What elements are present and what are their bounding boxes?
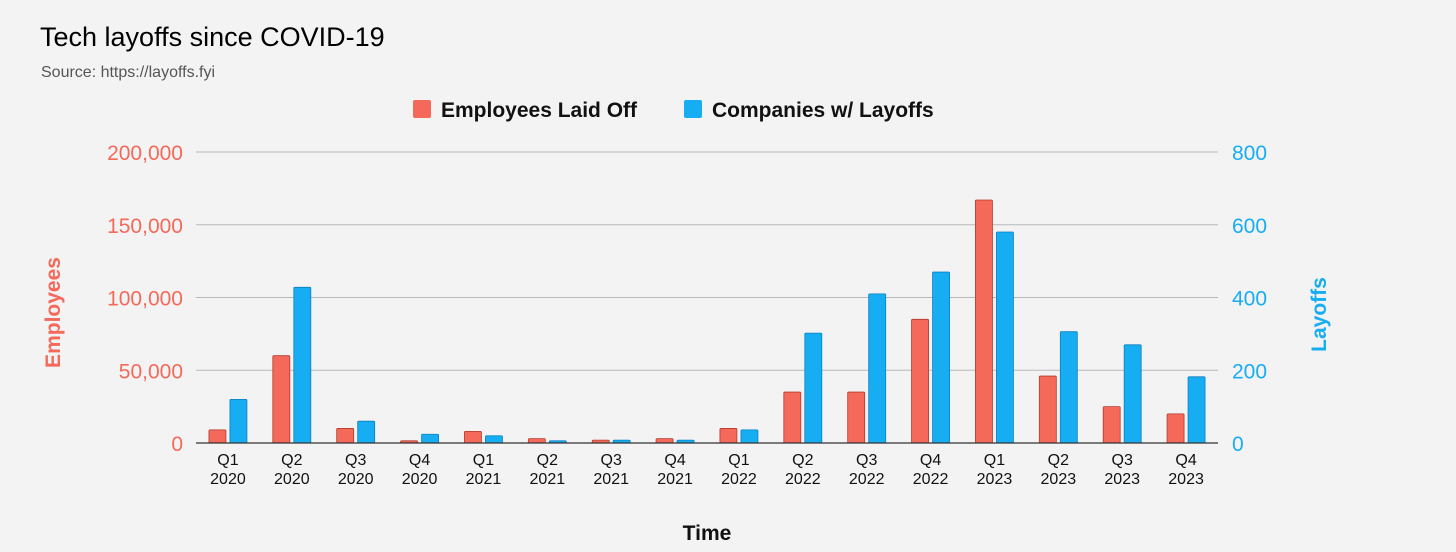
right-tick-label: 400 xyxy=(1232,288,1267,311)
bar-companies xyxy=(996,231,1014,444)
x-tick-label-quarter: Q2 xyxy=(1048,452,1069,469)
x-tick-label-year: 2022 xyxy=(785,471,821,488)
x-tick-label-quarter: Q4 xyxy=(1175,452,1196,469)
x-tick-label-quarter: Q4 xyxy=(664,452,685,469)
x-tick-label-year: 2020 xyxy=(210,471,246,488)
bar-companies xyxy=(293,286,312,444)
legend-companies-swatch xyxy=(684,100,702,118)
chart-subtitle: Source: https://layoffs.fyi xyxy=(41,64,215,81)
bar-companies xyxy=(229,398,248,444)
x-tick-label-quarter: Q4 xyxy=(409,452,430,469)
bar-employees xyxy=(655,438,674,444)
right-tick-label: 800 xyxy=(1232,142,1267,165)
left-tick-label: 0 xyxy=(171,433,183,456)
x-tick-label-quarter: Q4 xyxy=(920,452,941,469)
y-axis-left-title: Employees xyxy=(42,257,65,368)
bar-companies xyxy=(421,433,439,444)
left-tick-label: 100,000 xyxy=(107,288,183,311)
legend-companies-label: Companies w/ Layoffs xyxy=(712,99,934,122)
x-tick-label-year: 2020 xyxy=(402,471,438,488)
right-tick-label: 0 xyxy=(1232,433,1244,456)
x-tick-label-quarter: Q2 xyxy=(792,452,813,469)
x-tick-label-quarter: Q3 xyxy=(1112,452,1133,469)
chart-title: Tech layoffs since COVID-19 xyxy=(40,22,385,52)
bar-companies xyxy=(357,420,376,444)
x-tick-label-quarter: Q1 xyxy=(473,452,494,469)
x-tick-label-quarter: Q2 xyxy=(537,452,558,469)
bar-companies xyxy=(485,435,503,444)
bar-employees xyxy=(847,391,866,444)
x-tick-label-quarter: Q1 xyxy=(217,452,238,469)
bar-employees xyxy=(464,430,482,444)
bar-companies xyxy=(804,332,823,444)
x-tick-label-quarter: Q1 xyxy=(984,452,1005,469)
x-tick-label-year: 2023 xyxy=(1041,471,1077,488)
x-tick-label-year: 2022 xyxy=(849,471,885,488)
bar-companies xyxy=(1059,331,1078,444)
bar-employees xyxy=(272,355,291,444)
bar-companies xyxy=(1187,376,1206,444)
x-tick-label-year: 2023 xyxy=(977,471,1013,488)
x-tick-label-year: 2022 xyxy=(913,471,949,488)
bar-employees xyxy=(527,438,546,444)
x-tick-label-year: 2023 xyxy=(1168,471,1204,488)
x-tick-label-year: 2020 xyxy=(274,471,310,488)
bar-employees xyxy=(911,318,929,444)
bar-companies xyxy=(868,293,887,444)
x-tick-label-year: 2021 xyxy=(657,471,693,488)
legend-employees-swatch xyxy=(413,100,431,118)
bar-employees xyxy=(208,429,227,444)
bar-employees xyxy=(1038,375,1057,444)
x-axis-title: Time xyxy=(683,522,732,545)
bar-employees xyxy=(1166,413,1185,444)
right-tick-label: 600 xyxy=(1232,215,1267,238)
bar-companies xyxy=(932,271,950,444)
x-tick-label-year: 2020 xyxy=(338,471,374,488)
left-tick-label: 150,000 xyxy=(107,215,183,238)
x-tick-label-year: 2021 xyxy=(593,471,629,488)
x-tick-label-quarter: Q3 xyxy=(601,452,622,469)
bar-employees xyxy=(1102,406,1121,444)
x-tick-label-quarter: Q2 xyxy=(281,452,302,469)
bar-employees xyxy=(975,199,993,444)
x-tick-label-quarter: Q3 xyxy=(345,452,366,469)
y-axis-right-title: Layoffs xyxy=(1308,277,1331,352)
left-tick-label: 200,000 xyxy=(107,142,183,165)
bar-companies xyxy=(1123,344,1142,444)
x-tick-label-year: 2021 xyxy=(466,471,502,488)
x-tick-label-year: 2022 xyxy=(721,471,757,488)
bar-employees xyxy=(783,391,802,444)
bar-companies xyxy=(740,429,759,444)
x-tick-label-year: 2023 xyxy=(1104,471,1140,488)
right-tick-label: 200 xyxy=(1232,360,1267,383)
legend-employees-label: Employees Laid Off xyxy=(441,99,638,122)
left-tick-label: 50,000 xyxy=(119,360,183,383)
x-tick-label-quarter: Q1 xyxy=(728,452,749,469)
bar-employees xyxy=(336,428,355,444)
x-tick-label-quarter: Q3 xyxy=(856,452,877,469)
x-tick-label-year: 2021 xyxy=(530,471,566,488)
bar-employees xyxy=(719,428,738,444)
